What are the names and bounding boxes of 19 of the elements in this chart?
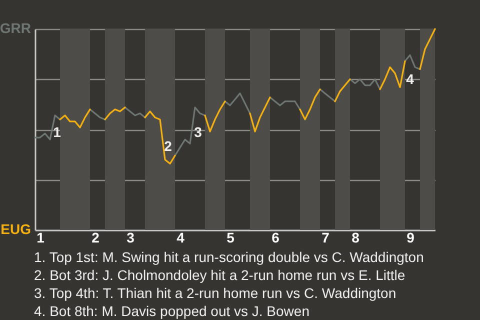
text: GRR bbox=[0, 20, 31, 36]
x-tick-label: 4 bbox=[176, 230, 185, 246]
text: 1. Top 1st: M. Swing hit a run-scoring double vs C. Waddington bbox=[34, 248, 425, 266]
text: 3. Top 4th: T. Thian hit a 2-run home run vs C. Waddington bbox=[34, 284, 398, 302]
x-tick-label: 2 bbox=[92, 230, 100, 246]
annotation: 4 bbox=[406, 71, 414, 87]
x-tick-label: 5 bbox=[226, 230, 235, 246]
annotation: 3 bbox=[194, 124, 202, 140]
x-tick-label: 9 bbox=[406, 230, 415, 246]
x-tick-label: 1 bbox=[36, 230, 45, 246]
annotation: 2 bbox=[164, 138, 172, 154]
annotation: 1 bbox=[53, 124, 62, 140]
text: EUG bbox=[0, 221, 32, 237]
x-tick-label: 6 bbox=[272, 230, 280, 246]
x-tick-label: 8 bbox=[352, 230, 360, 246]
text: 4. Bot 8th: M. Davis popped out vs J. Bowen bbox=[34, 302, 310, 320]
x-tick-label: 7 bbox=[322, 230, 330, 246]
text: 2. Bot 3rd: J. Cholmondoley hit a 2-run home run vs E. Little bbox=[34, 266, 406, 284]
x-tick-label: 3 bbox=[126, 230, 135, 246]
